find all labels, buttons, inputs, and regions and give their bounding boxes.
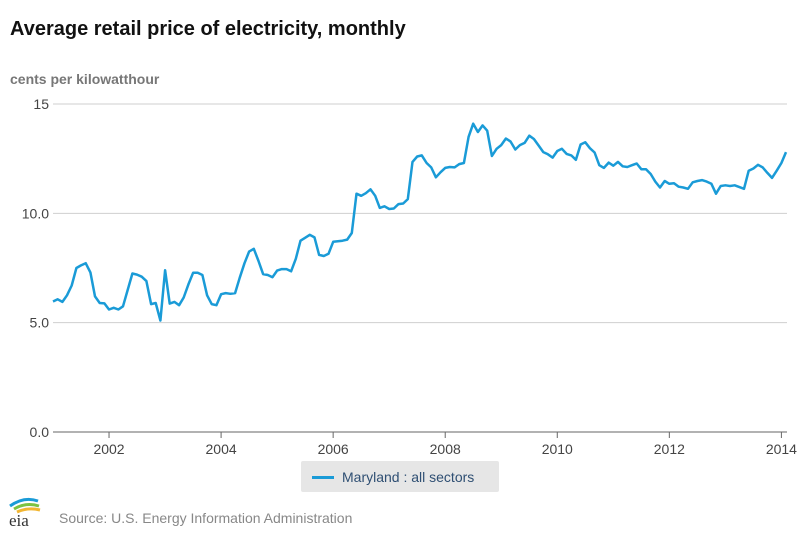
y-tick-label: 10.0 bbox=[22, 205, 49, 221]
legend-swatch bbox=[312, 476, 334, 479]
legend-label: Maryland : all sectors bbox=[342, 469, 475, 485]
y-tick-label: 15 bbox=[33, 96, 49, 112]
x-tick-label: 2012 bbox=[654, 441, 685, 457]
chart-title: Average retail price of electricity, mon… bbox=[10, 18, 406, 40]
y-axis-units-label: cents per kilowatthour bbox=[10, 71, 160, 87]
grid-lines bbox=[53, 103, 787, 433]
eia-logo-icon: eia bbox=[9, 497, 41, 528]
x-tick-label: 2008 bbox=[430, 441, 461, 457]
source-note: Source: U.S. Energy Information Administ… bbox=[59, 510, 353, 526]
x-tick-label: 2014 bbox=[766, 441, 797, 457]
x-axis: 2002 2004 2006 2008 2010 2012 2014 bbox=[93, 432, 797, 457]
series-line[interactable] bbox=[52, 122, 788, 322]
y-axis-tick-labels: 0.0 5.0 10.0 15 bbox=[22, 96, 49, 440]
eia-logo-text: eia bbox=[9, 511, 29, 528]
x-tick-label: 2004 bbox=[206, 441, 237, 457]
chart-area: 2002 2004 2006 2008 2010 2012 2014 0.0 5.0 10.0 1… bbox=[22, 96, 797, 457]
x-tick-label: 2010 bbox=[542, 441, 573, 457]
y-tick-label: 5.0 bbox=[30, 315, 50, 331]
x-tick-label: 2002 bbox=[93, 441, 124, 457]
series-layer bbox=[52, 122, 788, 322]
y-tick-label: 0.0 bbox=[30, 424, 50, 440]
x-tick-label: 2006 bbox=[318, 441, 349, 457]
legend[interactable]: Maryland : all sectors bbox=[301, 461, 499, 492]
